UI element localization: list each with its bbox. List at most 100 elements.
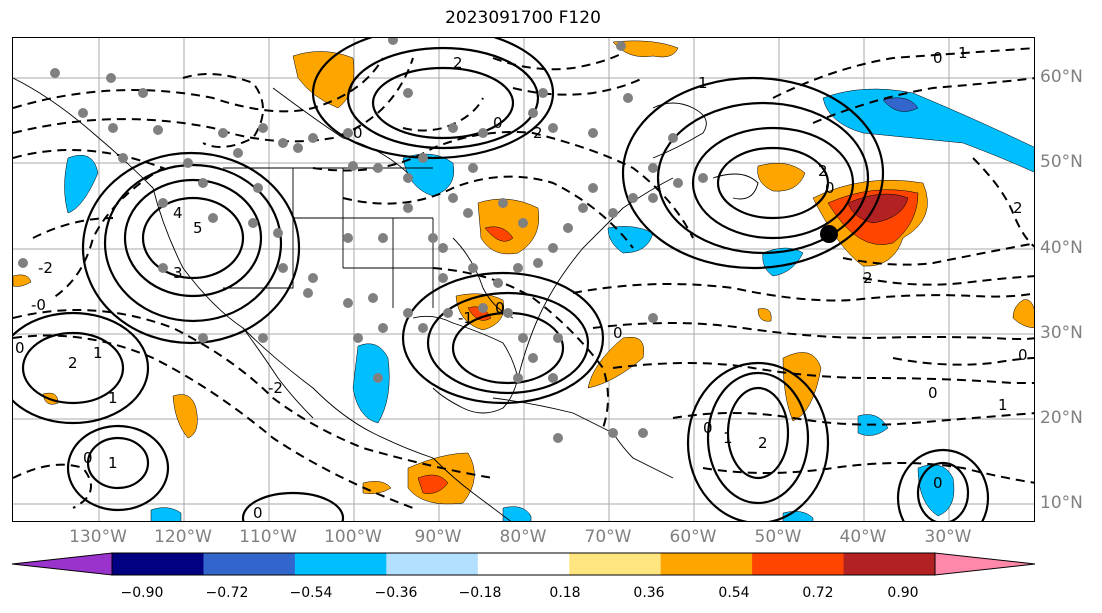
contour-labels: 5 4 3 -2 -0 0 2 1 0 1 0 -2 2 -1 0 0 2 0 … — [15, 44, 1028, 522]
contour-label: 0 — [493, 114, 503, 132]
lat-label: 40°N — [1040, 238, 1083, 258]
lon-label: 50°W — [754, 527, 802, 547]
anomaly-region — [502, 506, 532, 521]
anomaly-region — [362, 481, 392, 495]
contour-label: -1 — [458, 309, 473, 327]
anomaly-region — [13, 274, 32, 287]
contour-label: 2 — [68, 354, 78, 372]
colorbar-tick: −0.54 — [289, 585, 333, 601]
map-panel: 5 4 3 -2 -0 0 2 1 0 1 0 -2 2 -1 0 0 2 0 … — [12, 37, 1035, 522]
contour-label: 0 — [83, 449, 93, 467]
contour-label: 5 — [193, 219, 203, 237]
contour-label: 1 — [958, 44, 968, 62]
contour-label: 2 — [818, 162, 828, 180]
contour-label: -2 — [268, 379, 283, 397]
colorbar — [12, 552, 1036, 576]
contour-label: 0 — [353, 124, 363, 142]
anomaly-region — [172, 394, 198, 439]
anomaly-region — [612, 40, 679, 58]
colorbar-swatch — [386, 553, 479, 575]
contour-label: 0 — [613, 324, 623, 342]
lon-label: 110°W — [239, 527, 297, 547]
colorbar-tick: −0.90 — [120, 585, 164, 601]
anomaly-region — [762, 247, 804, 277]
station-markers — [18, 38, 708, 443]
contour-label: -0 — [31, 296, 46, 314]
contour-label: 0 — [703, 419, 713, 437]
colorbar-swatch — [294, 553, 387, 575]
anomaly-region — [417, 474, 449, 494]
colorbar-extend-high — [935, 553, 1035, 575]
anomaly-region — [782, 352, 822, 422]
anomaly-region — [882, 97, 919, 112]
colorbar-extend-low — [12, 553, 112, 575]
lon-label: 30°W — [924, 527, 972, 547]
lat-label: 30°N — [1040, 323, 1083, 343]
colorbar-tick: 0.90 — [887, 585, 919, 601]
contour-label: 0 — [825, 179, 835, 197]
colorbar-swatch — [477, 553, 570, 575]
anomaly-region — [477, 198, 540, 255]
anomaly-region — [757, 162, 806, 192]
lon-label: 60°W — [669, 527, 717, 547]
colorbar-swatches — [12, 553, 1035, 575]
contour-label: 0 — [495, 299, 505, 317]
coastlines — [13, 77, 759, 521]
map-title: 2023091700 F120 — [445, 8, 601, 28]
contour-label: 1 — [93, 344, 103, 362]
lon-label: 40°W — [839, 527, 887, 547]
contour-label: 0 — [15, 339, 25, 357]
contour-label: 0 — [253, 504, 263, 522]
colorbar-tick: 0.54 — [718, 585, 750, 601]
colorbar-swatch — [569, 553, 662, 575]
contour-label: 1 — [108, 454, 118, 472]
contour-label: 4 — [173, 204, 183, 222]
contour-label: 2 — [453, 54, 463, 72]
anomaly-region — [64, 154, 99, 214]
contour-label: 0 — [1018, 346, 1028, 364]
colorbar-tick: −0.72 — [205, 585, 249, 601]
colorbar-swatch — [112, 553, 204, 575]
contour-label: -2 — [38, 259, 53, 277]
graticule — [13, 38, 1034, 521]
shaded-anomalies — [13, 40, 1034, 521]
anomaly-region — [757, 308, 772, 322]
map-canvas: 5 4 3 -2 -0 0 2 1 0 1 0 -2 2 -1 0 0 2 0 … — [13, 38, 1034, 522]
contour-label: 2 — [758, 434, 768, 452]
contour-label: 2 — [863, 269, 873, 287]
contour-label: 0 — [933, 49, 943, 67]
contour-label: 1 — [723, 429, 733, 447]
lat-label: 60°N — [1040, 67, 1083, 87]
colorbar-tick: −0.36 — [374, 585, 418, 601]
colorbar-tick: −0.18 — [458, 585, 502, 601]
storm-center-marker — [820, 225, 838, 243]
colorbar-swatch — [203, 553, 296, 575]
anomaly-region — [402, 153, 455, 197]
colorbar-swatch — [660, 553, 753, 575]
contour-label: 2 — [1013, 199, 1023, 217]
lon-label: 120°W — [154, 527, 212, 547]
anomaly-region — [292, 51, 355, 109]
anomaly-region — [150, 507, 182, 521]
contour-label: 1 — [998, 396, 1008, 414]
colorbar-tick: 0.18 — [549, 585, 581, 601]
anomaly-region — [917, 464, 955, 517]
lat-label: 20°N — [1040, 408, 1083, 428]
lat-label: 10°N — [1040, 493, 1083, 513]
lat-label: 50°N — [1040, 152, 1083, 172]
lon-label: 130°W — [69, 527, 127, 547]
lon-label: 90°W — [414, 527, 462, 547]
contour-label: 3 — [173, 264, 183, 282]
anomaly-region — [352, 343, 390, 424]
contour-label: 0 — [928, 384, 938, 402]
lon-label: 80°W — [499, 527, 547, 547]
contour-label: 1 — [108, 389, 118, 407]
colorbar-tick: 0.36 — [633, 585, 665, 601]
anomaly-region — [607, 226, 654, 254]
contour-label: 2 — [533, 124, 543, 142]
contour-label: 0 — [933, 474, 943, 492]
anomaly-region — [822, 88, 1034, 173]
colorbar-tick: 0.72 — [802, 585, 834, 601]
anomaly-region — [484, 226, 514, 242]
anomaly-region — [1012, 299, 1034, 329]
